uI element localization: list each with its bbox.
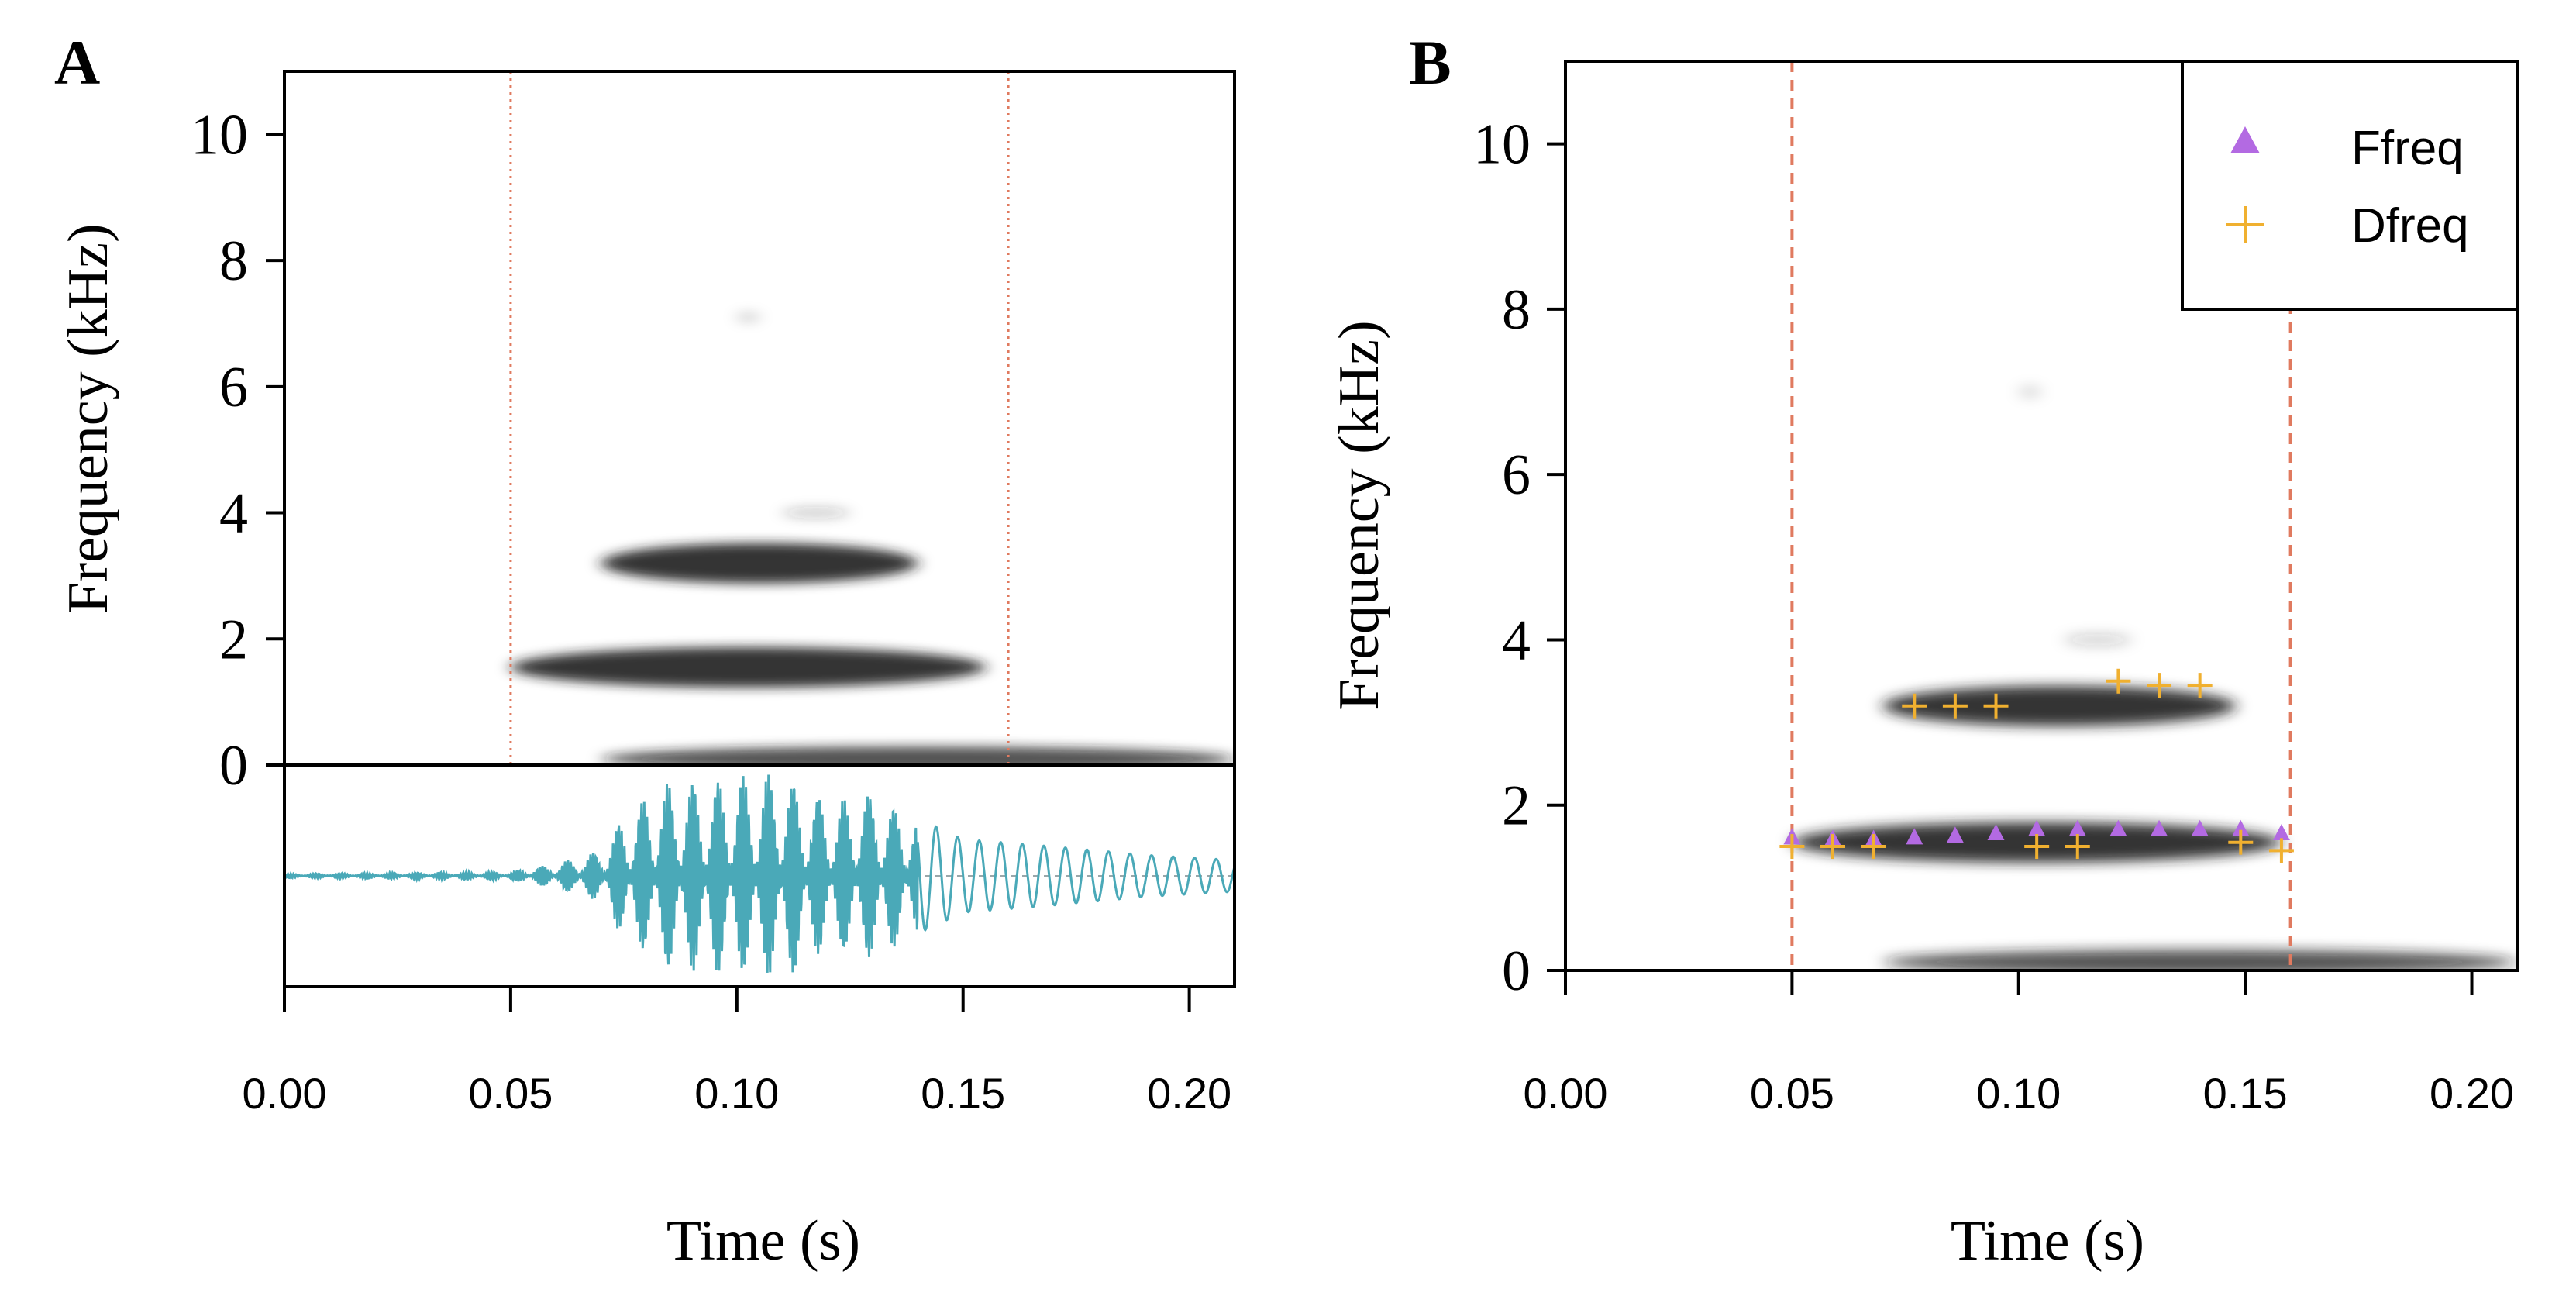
ffreq-point-8 (2109, 819, 2127, 836)
x-tick-label-2: 0.10 (694, 1069, 779, 1118)
y-tick-label-0: 0 (1502, 939, 1531, 1003)
panel-b-y-axis-label: Frequency (kHz) (1328, 320, 1391, 710)
y-tick-label-5: 10 (1473, 113, 1531, 177)
spectrogram-band-0 (601, 543, 918, 584)
dfreq-point-6 (2024, 834, 2050, 860)
panel-a-oscillogram-frame (283, 763, 1236, 988)
y-tick-label-1: 2 (219, 608, 248, 671)
y-tick-label-1: 2 (1502, 774, 1531, 838)
x-tick-label-4: 0.20 (2430, 1069, 2514, 1118)
y-tick-label-5: 10 (191, 103, 248, 167)
panel-a-spectrogram-bands (510, 311, 1235, 765)
y-tick-label-3: 6 (219, 356, 248, 419)
panel-a-x-axis-label: Time (s) (666, 1209, 860, 1273)
dfreq-point-7 (2065, 834, 2090, 860)
spectrogram-band-0 (1882, 685, 2237, 726)
panel-b-series-ffreq (1783, 819, 2290, 846)
panel-b-x-axis: 0.00 0.05 0.10 0.15 0.20 (1524, 970, 2514, 1118)
spectrogram-band-1 (510, 646, 986, 688)
panel-a-y-axis-label: Frequency (kHz) (57, 223, 120, 613)
panel-a-x-axis: 0.00 0.05 0.10 0.15 0.20 (243, 987, 1231, 1118)
panel-a-y-axis: 0 2 4 6 8 10 (191, 103, 284, 798)
dfreq-point-0 (1779, 834, 1805, 860)
dfreq-point-10 (2187, 673, 2213, 698)
panel-a: A 0 2 4 6 8 10 0.00 0.05 0.10 0.15 0.20 Frequency… (54, 27, 1236, 1273)
panel-b-y-axis: 0 2 4 6 8 10 (1473, 113, 1565, 1003)
x-tick-label-2: 0.10 (1976, 1069, 2061, 1118)
dfreq-point-1 (1820, 834, 1846, 860)
spectrogram-band-3 (2064, 633, 2132, 646)
y-tick-label-2: 4 (219, 482, 248, 546)
x-tick-label-0: 0.00 (243, 1069, 327, 1118)
dfreq-point-3 (1902, 693, 1927, 719)
dfreq-point-5 (1983, 693, 2009, 719)
panel-b-spectrogram-bands (1792, 385, 2517, 970)
panel-b: B 0 2 4 6 8 10 0.00 0.05 0.10 0.15 0.20 Frequency… (1328, 27, 2519, 1273)
y-tick-label-3: 6 (1502, 443, 1531, 507)
legend-ffreq-label: Ffreq (2351, 122, 2464, 175)
spectrogram-band-2 (1882, 950, 2517, 970)
panel-b-label: B (1409, 27, 1452, 98)
y-tick-label-4: 8 (219, 229, 248, 293)
ffreq-point-12 (2272, 824, 2290, 841)
legend-ffreq-marker (2230, 126, 2260, 153)
spectrogram-band-2 (601, 746, 1235, 765)
ffreq-point-4 (1946, 826, 1964, 843)
legend-dfreq-marker (2226, 206, 2264, 243)
spectrogram-band-3 (782, 506, 850, 519)
oscillogram-waveform (284, 774, 1235, 973)
spectrogram-band-4 (736, 311, 760, 324)
ffreq-point-5 (1987, 824, 2005, 841)
x-tick-label-3: 0.15 (921, 1069, 1005, 1118)
x-tick-label-1: 0.05 (468, 1069, 553, 1118)
x-tick-label-1: 0.05 (1750, 1069, 1834, 1118)
dfreq-point-2 (1861, 834, 1886, 860)
ffreq-point-6 (2028, 819, 2046, 836)
y-tick-label-0: 0 (219, 734, 248, 798)
x-tick-label-3: 0.15 (2203, 1069, 2288, 1118)
ffreq-point-7 (2068, 819, 2086, 836)
dfreq-point-12 (2268, 838, 2294, 863)
x-tick-label-0: 0.00 (1524, 1069, 1608, 1118)
panel-a-label: A (54, 27, 100, 98)
ffreq-point-3 (1906, 828, 1923, 845)
panel-b-legend: Ffreq Dfreq (2181, 60, 2519, 311)
panel-b-plot-frame (1564, 60, 2519, 972)
ffreq-point-10 (2191, 819, 2209, 836)
legend-box (2181, 60, 2519, 311)
dfreq-point-4 (1942, 693, 1968, 719)
panel-b-series-dfreq (1779, 668, 2294, 863)
spectrogram-band-4 (2018, 385, 2041, 398)
ffreq-point-11 (2232, 819, 2250, 836)
panel-b-x-axis-label: Time (s) (1951, 1209, 2144, 1273)
dfreq-point-9 (2147, 673, 2172, 698)
legend-dfreq-label: Dfreq (2351, 199, 2469, 253)
panel-a-oscillogram (284, 774, 1235, 973)
x-tick-label-4: 0.20 (1147, 1069, 1231, 1118)
dfreq-point-11 (2228, 829, 2254, 855)
y-tick-label-2: 4 (1502, 608, 1531, 672)
y-tick-label-4: 8 (1502, 278, 1531, 342)
ffreq-point-9 (2151, 819, 2168, 836)
dfreq-point-8 (2106, 668, 2131, 694)
